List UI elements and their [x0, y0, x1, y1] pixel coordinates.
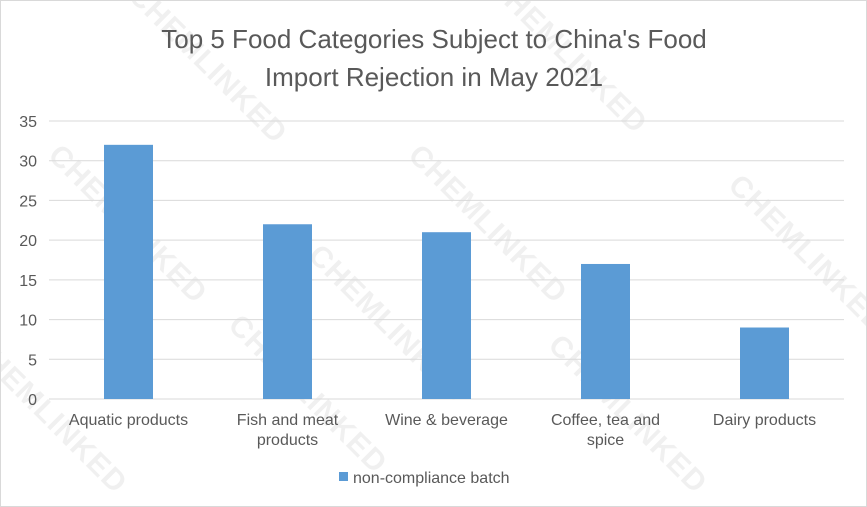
y-tick-label: 0 — [28, 392, 37, 409]
chart-title-line: Import Rejection in May 2021 — [265, 62, 603, 92]
chart-title-line: Top 5 Food Categories Subject to China's… — [161, 24, 707, 54]
y-tick-label: 15 — [19, 273, 37, 290]
bar — [740, 327, 789, 399]
x-category-label: Fish and meat — [237, 412, 339, 429]
x-category-label: Dairy products — [713, 412, 816, 429]
x-category-label: spice — [587, 432, 624, 449]
y-tick-label: 20 — [19, 233, 37, 250]
legend: non-compliance batch — [339, 470, 510, 487]
bar — [581, 263, 630, 399]
x-category-label: Aquatic products — [69, 412, 188, 429]
y-tick-label: 25 — [19, 193, 37, 210]
y-tick-label: 35 — [19, 114, 37, 131]
watermark-text: CHEMLINKED — [722, 168, 866, 340]
x-category-label: Wine & beverage — [385, 412, 508, 429]
bar-series — [104, 144, 789, 399]
legend-swatch — [339, 472, 348, 481]
y-tick-label: 5 — [28, 352, 37, 369]
x-axis: Aquatic products Fish and meat products Win… — [69, 412, 816, 449]
bar — [104, 144, 153, 399]
y-tick-label: 10 — [19, 313, 37, 330]
legend-label: non-compliance batch — [353, 470, 510, 487]
bar — [422, 232, 471, 399]
bar — [263, 224, 312, 399]
y-axis: 0 5 10 15 20 25 30 35 — [19, 114, 37, 409]
y-tick-label: 30 — [19, 154, 37, 171]
x-category-label: Coffee, tea and — [551, 412, 660, 429]
x-category-label: products — [257, 432, 318, 449]
chart-title: Top 5 Food Categories Subject to China's… — [161, 24, 707, 92]
